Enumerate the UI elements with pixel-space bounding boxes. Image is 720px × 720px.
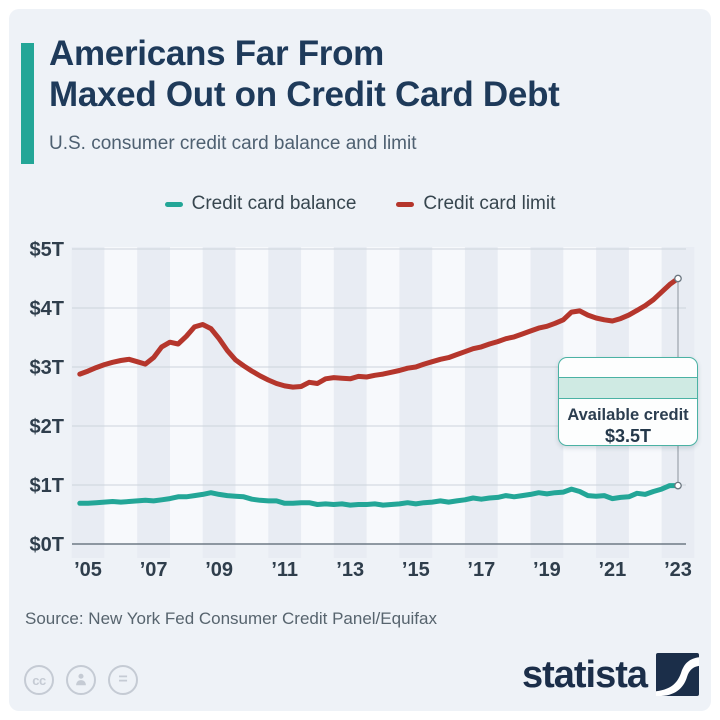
limit-endpoint-marker xyxy=(674,274,682,283)
x-axis-tick-label: ’07 xyxy=(140,559,168,581)
y-axis-tick-label: $3T xyxy=(30,357,64,379)
x-axis-tick-label: ’11 xyxy=(271,559,298,581)
year-band xyxy=(530,247,564,558)
year-band xyxy=(333,247,367,558)
year-band xyxy=(202,247,236,558)
legend-item-balance: Credit card balance xyxy=(164,193,357,215)
y-axis-tick-label: $4T xyxy=(30,298,64,320)
statista-logo: statista xyxy=(522,653,699,696)
page-title-line1: Americans Far From xyxy=(49,34,384,73)
x-axis-tick-label: ’09 xyxy=(205,559,233,581)
statista-swoosh xyxy=(656,657,699,696)
page-title-line2: Maxed Out on Credit Card Debt xyxy=(49,75,560,114)
limit-legend-dash-icon xyxy=(396,201,415,207)
credit-card-stripe-icon xyxy=(559,377,697,399)
x-axis-tick-label: ’17 xyxy=(467,559,495,581)
attribution-person-icon xyxy=(66,665,96,695)
statista-wordmark: statista xyxy=(521,653,648,696)
x-axis-tick-label: ’05 xyxy=(74,559,102,581)
equals-icon: = xyxy=(108,665,138,695)
year-band xyxy=(268,247,302,558)
year-band xyxy=(464,247,498,558)
limit-line xyxy=(77,276,681,390)
legend-label-limit: Credit card limit xyxy=(423,193,556,214)
title-accent-bar xyxy=(21,43,34,164)
chart-subtitle: U.S. consumer credit card balance and li… xyxy=(49,133,417,154)
y-axis-tick-label: $2T xyxy=(30,416,64,438)
y-axis-tick-label: $0T xyxy=(30,534,64,556)
y-axis-tick-label: $5T xyxy=(30,239,64,261)
balance-line xyxy=(77,483,681,508)
x-axis-tick-label: ’21 xyxy=(598,559,626,581)
y-axis-tick-label: $1T xyxy=(30,475,64,497)
x-axis-tick-label: ’19 xyxy=(533,559,561,581)
year-band xyxy=(71,247,105,558)
year-band xyxy=(399,247,433,558)
source-text: Source: New York Fed Consumer Credit Pan… xyxy=(25,609,437,628)
page-title: Americans Far From Maxed Out on Credit C… xyxy=(49,33,560,115)
infographic-panel: Americans Far From Maxed Out on Credit C… xyxy=(9,9,711,711)
equals-glyph: = xyxy=(118,671,128,688)
chart-legend: Credit card balance Credit card limit xyxy=(9,193,711,215)
callout-value: $3.5T xyxy=(604,426,652,446)
person-glyph xyxy=(76,673,86,686)
cc-icon-text: cc xyxy=(32,672,46,688)
statista-mark-icon xyxy=(656,653,699,696)
x-axis-tick-label: ’13 xyxy=(336,559,364,581)
callout-label: Available credit xyxy=(567,406,689,424)
legend-label-balance: Credit card balance xyxy=(191,193,357,214)
line-chart: $0T $1T $2T $3T $4T $5T ’05 ’07 ’09 ’11 ’13 ’15 ’17 ’… xyxy=(30,239,695,581)
available-credit-callout: Available credit $3.5T xyxy=(558,357,698,446)
x-axis-tick-label: ’15 xyxy=(402,559,430,581)
creative-commons-icon: cc xyxy=(24,665,54,695)
license-icons: cc = xyxy=(24,665,138,695)
legend-item-limit: Credit card limit xyxy=(396,193,555,215)
balance-endpoint-marker xyxy=(674,481,682,490)
x-axis-tick-label: ’23 xyxy=(664,559,692,581)
balance-legend-dash-icon xyxy=(164,201,183,207)
year-band xyxy=(137,247,170,558)
